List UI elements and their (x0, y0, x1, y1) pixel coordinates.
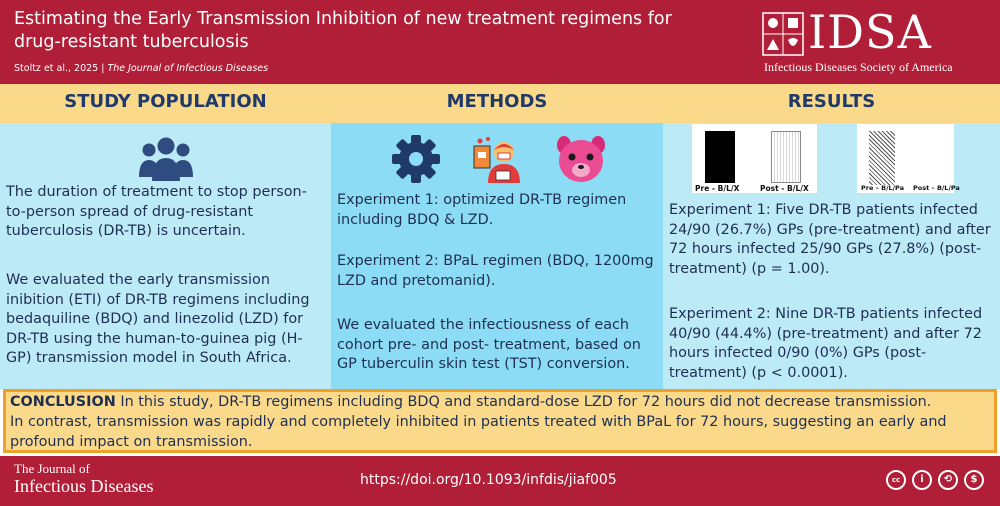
results-heading: RESULTS (787, 91, 876, 112)
doi-link[interactable]: https://doi.org/10.1093/infdis/jiaf005 (360, 472, 617, 488)
methods-text-2: Experiment 2: BPaL regimen (BDQ, 1200mg … (337, 253, 654, 289)
header-bar (0, 0, 1000, 84)
footer-journal-line-1: The Journal of (14, 461, 90, 476)
population-text-1: The duration of treatment to stop person… (6, 184, 307, 240)
citation-separator: | (101, 63, 105, 74)
population-heading: STUDY POPULATION (64, 91, 267, 112)
by-icon: i (912, 470, 932, 490)
patient-icon (473, 137, 520, 183)
pre-bar-exp1 (705, 131, 735, 183)
gear-icon (392, 135, 440, 183)
conclusion-box: CONCLUSION In this study, DR-TB regimens… (3, 389, 997, 453)
cc-icon: cc (886, 470, 906, 490)
methods-text-3: We evaluated the infectiousness of each … (337, 317, 641, 373)
logo-subtitle: Infectious Diseases Society of America (764, 60, 953, 74)
group-people-icon (139, 137, 193, 181)
conclusion-text-2: In contrast, transmission was rapidly an… (10, 414, 947, 450)
idsa-logo: IDSA Infectious Diseases Society of Amer… (762, 6, 994, 76)
conclusion-label: CONCLUSION (10, 394, 116, 410)
footer-journal-logo: The Journal of Infectious Diseases (14, 461, 153, 496)
conclusion-line-1: CONCLUSION In this study, DR-TB regimens… (10, 392, 990, 412)
nc-icon: $ (964, 470, 984, 490)
results-panel-exp2: Pre – B/L/Pa Post – B/L/Pa (857, 124, 960, 193)
post-label-exp1: Post - B/L/X (760, 184, 809, 193)
population-text-2: We evaluated the early transmission inib… (6, 272, 310, 367)
pre-label-exp2: Pre – B/L/Pa (861, 184, 904, 192)
methods-text-1: Experiment 1: optimized DR-TB regimen in… (337, 192, 627, 228)
citation-journal: The Journal of Infectious Diseases (107, 63, 269, 74)
results-text-2: Experiment 2: Nine DR-TB patients infect… (669, 306, 983, 381)
footer-journal-line-2: Infectious Diseases (14, 476, 154, 496)
methods-heading: METHODS (446, 91, 548, 112)
citation-authors: Stoltz et al., 2025 (14, 63, 99, 74)
results-panel-exp1: Pre - B/L/X Post - B/L/X (692, 124, 817, 193)
logo-text: IDSA (808, 5, 932, 59)
post-bar-exp1 (771, 131, 801, 183)
guinea-pig-icon (557, 136, 605, 182)
post-label-exp2: Post – B/L/Pa (913, 184, 960, 192)
idsa-emblem-icon (762, 12, 804, 56)
citation: Stoltz et al., 2025 | The Journal of Infec… (14, 63, 268, 74)
pre-bar-exp2 (869, 131, 895, 185)
section-header-bar (0, 84, 1000, 123)
post-bar-exp2 (919, 131, 945, 185)
page-title: Estimating the Early Transmission Inhibi… (14, 9, 672, 52)
sa-icon: ⟲ (938, 470, 958, 490)
results-text-1: Experiment 1: Five DR-TB patients infect… (669, 202, 991, 277)
pre-label-exp1: Pre - B/L/X (695, 184, 740, 193)
footer-bar (0, 456, 1000, 506)
conclusion-text-1: In this study, DR-TB regimens including … (120, 394, 932, 410)
